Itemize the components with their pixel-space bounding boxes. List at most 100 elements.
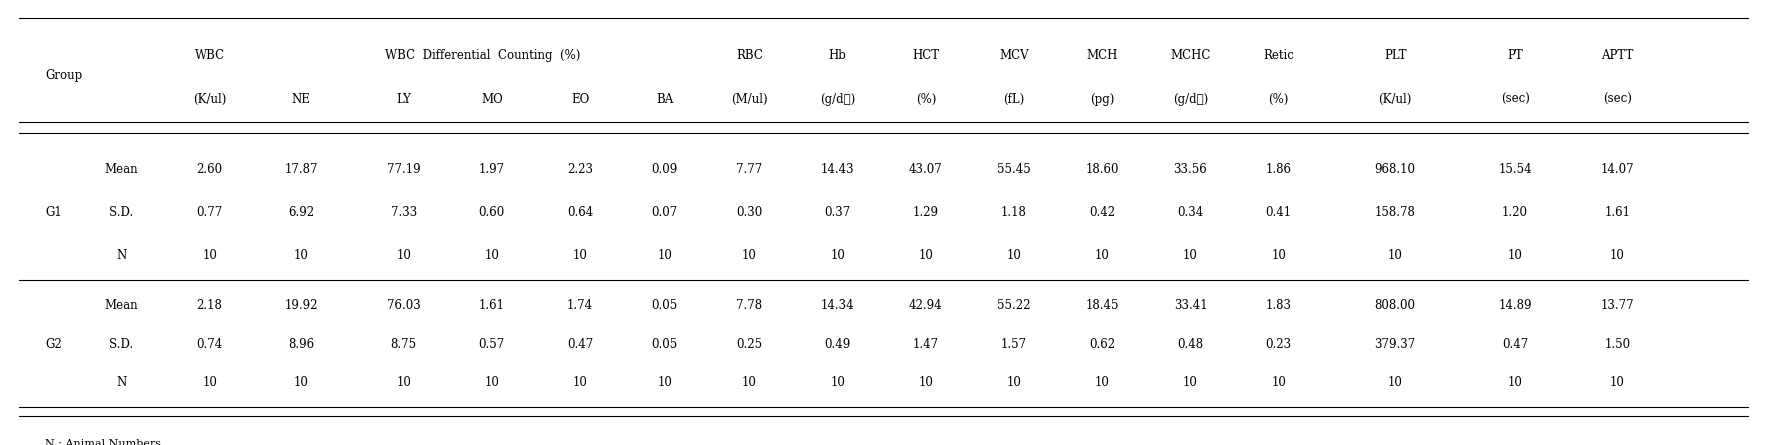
- Text: N: N: [117, 376, 127, 389]
- Text: 17.87: 17.87: [284, 163, 318, 176]
- Text: 0.49: 0.49: [825, 337, 850, 351]
- Text: 0.74: 0.74: [196, 337, 223, 351]
- Text: 10: 10: [1184, 376, 1198, 389]
- Text: PT: PT: [1507, 49, 1523, 61]
- Text: (%): (%): [915, 93, 937, 106]
- Text: (fL): (fL): [1004, 93, 1025, 106]
- Text: 8.96: 8.96: [288, 337, 315, 351]
- Text: (g/dℓ): (g/dℓ): [1173, 93, 1209, 106]
- Text: 0.05: 0.05: [652, 337, 679, 351]
- Text: 10: 10: [573, 249, 587, 262]
- Text: 0.42: 0.42: [1088, 206, 1115, 219]
- Text: 14.34: 14.34: [822, 299, 855, 312]
- Text: 1.61: 1.61: [1604, 206, 1631, 219]
- Text: 15.54: 15.54: [1498, 163, 1532, 176]
- Text: 0.64: 0.64: [567, 206, 594, 219]
- Text: S.D.: S.D.: [110, 337, 134, 351]
- Text: HCT: HCT: [912, 49, 940, 61]
- Text: 18.45: 18.45: [1085, 299, 1119, 312]
- Text: 10: 10: [484, 249, 500, 262]
- Text: 0.09: 0.09: [652, 163, 679, 176]
- Text: Hb: Hb: [829, 49, 846, 61]
- Text: NE: NE: [292, 93, 311, 106]
- Text: 2.23: 2.23: [567, 163, 594, 176]
- Text: 10: 10: [830, 249, 845, 262]
- Text: 10: 10: [657, 249, 671, 262]
- Text: 0.34: 0.34: [1177, 206, 1203, 219]
- Text: 10: 10: [1270, 249, 1286, 262]
- Text: 10: 10: [1007, 249, 1021, 262]
- Text: 0.47: 0.47: [1502, 337, 1528, 351]
- Text: 10: 10: [293, 249, 309, 262]
- Text: 1.74: 1.74: [567, 299, 594, 312]
- Text: G1: G1: [46, 206, 62, 219]
- Text: 379.37: 379.37: [1375, 337, 1415, 351]
- Text: 14.07: 14.07: [1601, 163, 1634, 176]
- Text: 10: 10: [396, 249, 412, 262]
- Text: 10: 10: [1096, 249, 1110, 262]
- Text: 1.18: 1.18: [1002, 206, 1027, 219]
- Text: 55.45: 55.45: [997, 163, 1030, 176]
- Text: 10: 10: [201, 376, 217, 389]
- Text: 10: 10: [1507, 376, 1523, 389]
- Text: 10: 10: [573, 376, 587, 389]
- Text: 0.48: 0.48: [1177, 337, 1203, 351]
- Text: 0.07: 0.07: [652, 206, 679, 219]
- Text: WBC  Differential  Counting  (%): WBC Differential Counting (%): [385, 49, 581, 61]
- Text: 1.97: 1.97: [479, 163, 505, 176]
- Text: MO: MO: [481, 93, 504, 106]
- Text: S.D.: S.D.: [110, 206, 134, 219]
- Text: 0.30: 0.30: [737, 206, 763, 219]
- Text: 33.41: 33.41: [1173, 299, 1207, 312]
- Text: 0.05: 0.05: [652, 299, 679, 312]
- Text: APTT: APTT: [1601, 49, 1634, 61]
- Text: 7.33: 7.33: [391, 206, 417, 219]
- Text: Retic: Retic: [1263, 49, 1293, 61]
- Text: 7.78: 7.78: [737, 299, 763, 312]
- Text: Group: Group: [46, 69, 83, 82]
- Text: N: N: [117, 249, 127, 262]
- Text: 10: 10: [919, 376, 933, 389]
- Text: 8.75: 8.75: [391, 337, 417, 351]
- Text: 2.60: 2.60: [196, 163, 223, 176]
- Text: Mean: Mean: [104, 163, 138, 176]
- Text: RBC: RBC: [737, 49, 763, 61]
- Text: 0.47: 0.47: [567, 337, 594, 351]
- Text: 0.41: 0.41: [1265, 206, 1292, 219]
- Text: 10: 10: [1507, 249, 1523, 262]
- Text: 1.61: 1.61: [479, 299, 505, 312]
- Text: 10: 10: [1387, 376, 1403, 389]
- Text: WBC: WBC: [194, 49, 224, 61]
- Text: 10: 10: [1184, 249, 1198, 262]
- Text: 55.22: 55.22: [997, 299, 1030, 312]
- Text: (K/ul): (K/ul): [1378, 93, 1412, 106]
- Text: 10: 10: [1610, 249, 1626, 262]
- Text: 77.19: 77.19: [387, 163, 421, 176]
- Text: (sec): (sec): [1603, 93, 1633, 106]
- Text: 968.10: 968.10: [1375, 163, 1415, 176]
- Text: 10: 10: [1007, 376, 1021, 389]
- Text: BA: BA: [656, 93, 673, 106]
- Text: 1.20: 1.20: [1502, 206, 1528, 219]
- Text: 808.00: 808.00: [1375, 299, 1415, 312]
- Text: EO: EO: [571, 93, 588, 106]
- Text: 1.47: 1.47: [914, 337, 938, 351]
- Text: 1.29: 1.29: [914, 206, 938, 219]
- Text: (%): (%): [1269, 93, 1288, 106]
- Text: 10: 10: [1096, 376, 1110, 389]
- Text: 10: 10: [657, 376, 671, 389]
- Text: N : Animal Numbers: N : Animal Numbers: [46, 439, 161, 445]
- Text: 6.92: 6.92: [288, 206, 315, 219]
- Text: 10: 10: [742, 376, 756, 389]
- Text: 10: 10: [1387, 249, 1403, 262]
- Text: 1.50: 1.50: [1604, 337, 1631, 351]
- Text: 10: 10: [919, 249, 933, 262]
- Text: 10: 10: [830, 376, 845, 389]
- Text: 7.77: 7.77: [737, 163, 763, 176]
- Text: 42.94: 42.94: [908, 299, 942, 312]
- Text: MCHC: MCHC: [1170, 49, 1210, 61]
- Text: 0.57: 0.57: [479, 337, 505, 351]
- Text: 0.25: 0.25: [737, 337, 763, 351]
- Text: 1.83: 1.83: [1265, 299, 1292, 312]
- Text: 43.07: 43.07: [908, 163, 944, 176]
